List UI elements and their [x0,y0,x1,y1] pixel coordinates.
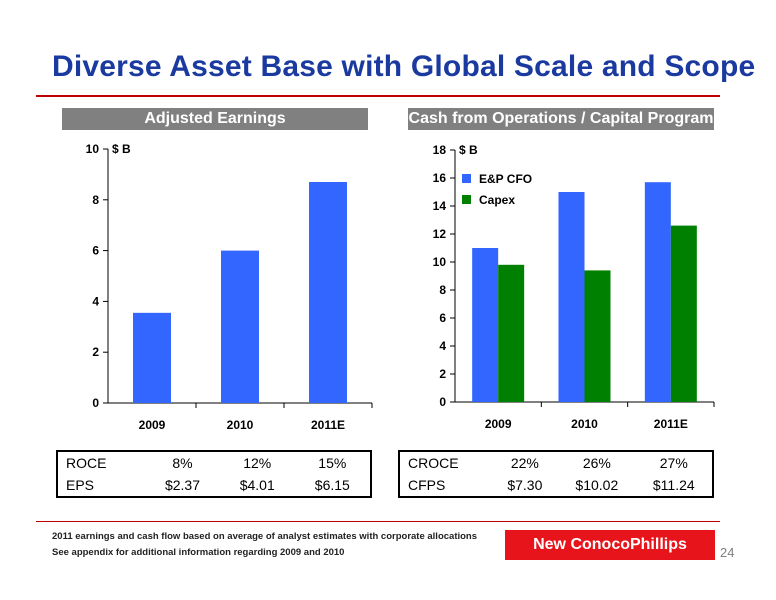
y-tick-label: 0 [439,395,446,409]
bar-capex [584,270,611,402]
page-title: Diverse Asset Base with Global Scale and… [52,50,756,83]
table-row: ROCE 8% 12% 15% [57,451,371,474]
metric-value: 26% [582,455,611,471]
right-metrics-table: CROCE 22% 26% 27% CFPS $7.30 $10.02 $11.… [398,450,714,498]
metric-label: ROCE [66,455,107,471]
x-tick-label: 2009 [485,417,512,431]
bar-e-p-cfo [558,192,585,402]
legend-swatch [462,174,471,183]
metric-value: $7.30 [507,477,543,493]
footer-rule [36,521,720,522]
bar-value [221,250,259,403]
bar-value [309,182,347,403]
bar-value [133,312,171,403]
bar-capex [670,225,697,402]
left-panel-header: Adjusted Earnings [62,108,368,130]
y-tick-label: 16 [433,171,447,185]
y-tick-label: 4 [92,294,99,308]
metric-label: EPS [66,477,95,493]
unit-label: $ B [112,142,131,156]
x-tick-label: 2011E [311,418,345,432]
title-rule [36,95,720,97]
y-tick-label: 18 [433,143,447,157]
y-tick-label: 2 [439,367,446,381]
bar-e-p-cfo [644,182,671,402]
metric-value: 12% [243,455,272,471]
table-row: CROCE 22% 26% 27% [399,451,713,474]
y-tick-label: 8 [92,193,99,207]
y-tick-label: 6 [92,244,99,258]
y-tick-label: 12 [433,227,447,241]
y-tick-label: 14 [433,199,447,213]
y-tick-label: 6 [439,311,446,325]
metric-value: 22% [510,455,539,471]
x-tick-label: 2010 [571,417,598,431]
metric-label: CROCE [408,455,459,471]
footnote-estimates: 2011 earnings and cash flow based on ave… [52,531,478,542]
legend-label: E&P CFO [479,172,532,186]
metric-value: $10.02 [575,477,619,493]
metric-value: 8% [172,455,193,471]
left-metrics-table: ROCE 8% 12% 15% EPS $2.37 $4.01 $6.15 [56,450,372,498]
x-tick-label: 2010 [227,418,254,432]
right-panel-header: Cash from Operations / Capital Program [408,108,714,130]
y-tick-label: 2 [92,345,99,359]
unit-label: $ B [459,143,478,157]
footnote-appendix: See appendix for additional information … [52,547,345,558]
y-tick-label: 8 [439,283,446,297]
y-tick-label: 4 [439,339,446,353]
table-row: EPS $2.37 $4.01 $6.15 [57,474,371,497]
metric-value: $2.37 [164,477,200,493]
metric-label: CFPS [408,477,446,493]
metric-value: $4.01 [239,477,275,493]
brand-badge: New ConocoPhillips [505,530,715,560]
page-number: 24 [720,545,735,560]
x-tick-label: 2009 [139,418,166,432]
table-row: CFPS $7.30 $10.02 $11.24 [399,474,713,497]
bar-capex [498,264,525,402]
metric-value: $11.24 [652,477,695,493]
y-tick-label: 0 [92,396,99,410]
metric-value: 27% [659,455,688,471]
x-tick-label: 2011E [654,417,688,431]
y-tick-label: 10 [433,255,447,269]
y-tick-label: 10 [86,142,100,156]
bar-e-p-cfo [472,248,499,402]
metric-value: 15% [318,455,347,471]
metric-value: $6.15 [314,477,350,493]
legend-label: Capex [479,193,515,207]
legend-swatch [462,195,471,204]
